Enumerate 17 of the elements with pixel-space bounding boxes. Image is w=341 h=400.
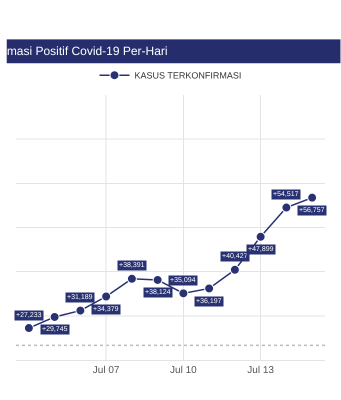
point — [281, 202, 292, 213]
point — [152, 274, 163, 285]
x-tick-label: Jul 10 — [170, 365, 198, 376]
x-tick-label: Jul 13 — [247, 365, 274, 376]
point — [101, 291, 112, 302]
point — [307, 192, 318, 203]
point — [204, 283, 214, 294]
point — [75, 306, 86, 316]
legend-label: KASUS TERKONFIRMASI — [134, 70, 242, 81]
point — [230, 264, 240, 275]
x-tick-label: Jul 07 — [92, 365, 120, 376]
point — [256, 232, 266, 242]
point — [50, 312, 60, 322]
point — [178, 288, 188, 298]
point — [24, 323, 34, 334]
point — [126, 274, 137, 284]
chart-title: masi Positif Covid-19 Per-Hari — [6, 44, 168, 58]
